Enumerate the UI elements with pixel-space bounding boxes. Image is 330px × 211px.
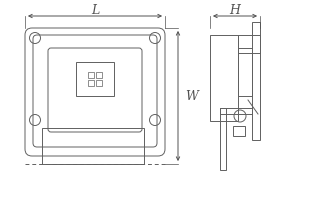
Text: L: L [91,4,99,16]
Bar [220,108,252,114]
Bar [233,126,245,136]
Bar [76,62,114,96]
Bar [210,35,238,121]
Bar [96,80,102,86]
Bar [252,22,260,140]
Bar [96,72,102,78]
Bar [88,72,94,78]
Text: W: W [185,89,198,103]
Bar [42,128,144,164]
Text: H: H [230,4,241,16]
Bar [238,35,260,53]
Bar [238,48,252,96]
Bar [88,80,94,86]
Bar [220,108,226,170]
